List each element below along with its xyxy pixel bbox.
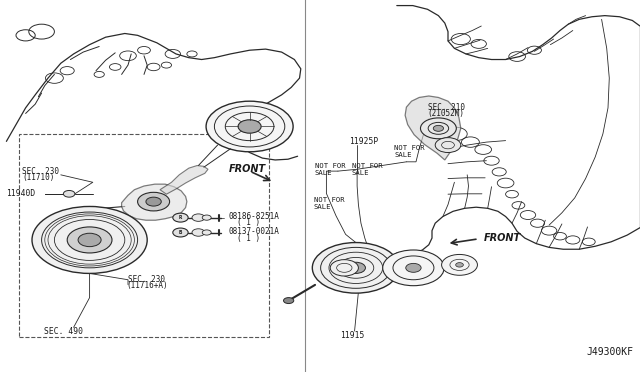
Text: NOT FOR: NOT FOR [394, 145, 425, 151]
Text: (11716+A): (11716+A) [127, 281, 168, 290]
Polygon shape [122, 184, 187, 220]
Circle shape [173, 228, 188, 237]
Circle shape [32, 206, 147, 273]
Text: SALE: SALE [314, 204, 331, 210]
Circle shape [330, 260, 358, 276]
Circle shape [192, 214, 205, 221]
Circle shape [433, 125, 444, 131]
Circle shape [406, 263, 421, 272]
Polygon shape [405, 96, 461, 160]
Circle shape [206, 101, 293, 152]
Text: SEC. 230: SEC. 230 [22, 167, 60, 176]
Circle shape [78, 233, 101, 247]
Circle shape [420, 118, 456, 139]
Circle shape [383, 250, 444, 286]
Circle shape [346, 262, 365, 273]
Circle shape [138, 192, 170, 211]
Text: 11925P: 11925P [349, 137, 378, 146]
Text: 11940D: 11940D [6, 189, 36, 198]
Circle shape [442, 254, 477, 275]
Circle shape [67, 227, 112, 253]
Circle shape [146, 197, 161, 206]
Text: SALE: SALE [315, 170, 332, 176]
Circle shape [63, 190, 75, 197]
Text: NOT FOR: NOT FOR [315, 163, 346, 169]
Text: SALE: SALE [352, 170, 369, 176]
Text: NOT FOR: NOT FOR [352, 163, 383, 169]
Text: SALE: SALE [394, 152, 412, 158]
Text: 11915: 11915 [340, 331, 365, 340]
Polygon shape [160, 166, 208, 194]
Text: FRONT: FRONT [484, 233, 521, 243]
Text: SEC. 490: SEC. 490 [44, 327, 83, 336]
Text: NOT FOR: NOT FOR [314, 197, 344, 203]
Circle shape [173, 213, 188, 222]
Circle shape [435, 138, 461, 153]
Circle shape [456, 263, 463, 267]
Circle shape [284, 298, 294, 304]
Circle shape [192, 229, 205, 236]
Text: SEC. 210: SEC. 210 [428, 103, 465, 112]
Text: ( 1 ): ( 1 ) [237, 234, 260, 243]
Text: SEC. 230: SEC. 230 [128, 275, 165, 283]
Text: J49300KF: J49300KF [587, 347, 634, 356]
Text: 08186-8251A: 08186-8251A [228, 212, 279, 221]
Text: (11710): (11710) [22, 173, 55, 182]
Bar [19, 134, 269, 337]
Text: 08137-0021A: 08137-0021A [228, 227, 279, 236]
Text: B: B [179, 230, 182, 235]
Circle shape [202, 215, 211, 220]
Text: FRONT: FRONT [229, 164, 266, 173]
Text: (21052M): (21052M) [428, 109, 465, 118]
Circle shape [312, 243, 399, 293]
Circle shape [238, 120, 261, 133]
Text: R: R [179, 215, 182, 220]
Circle shape [202, 230, 211, 235]
Text: ( 1 ): ( 1 ) [237, 218, 260, 227]
